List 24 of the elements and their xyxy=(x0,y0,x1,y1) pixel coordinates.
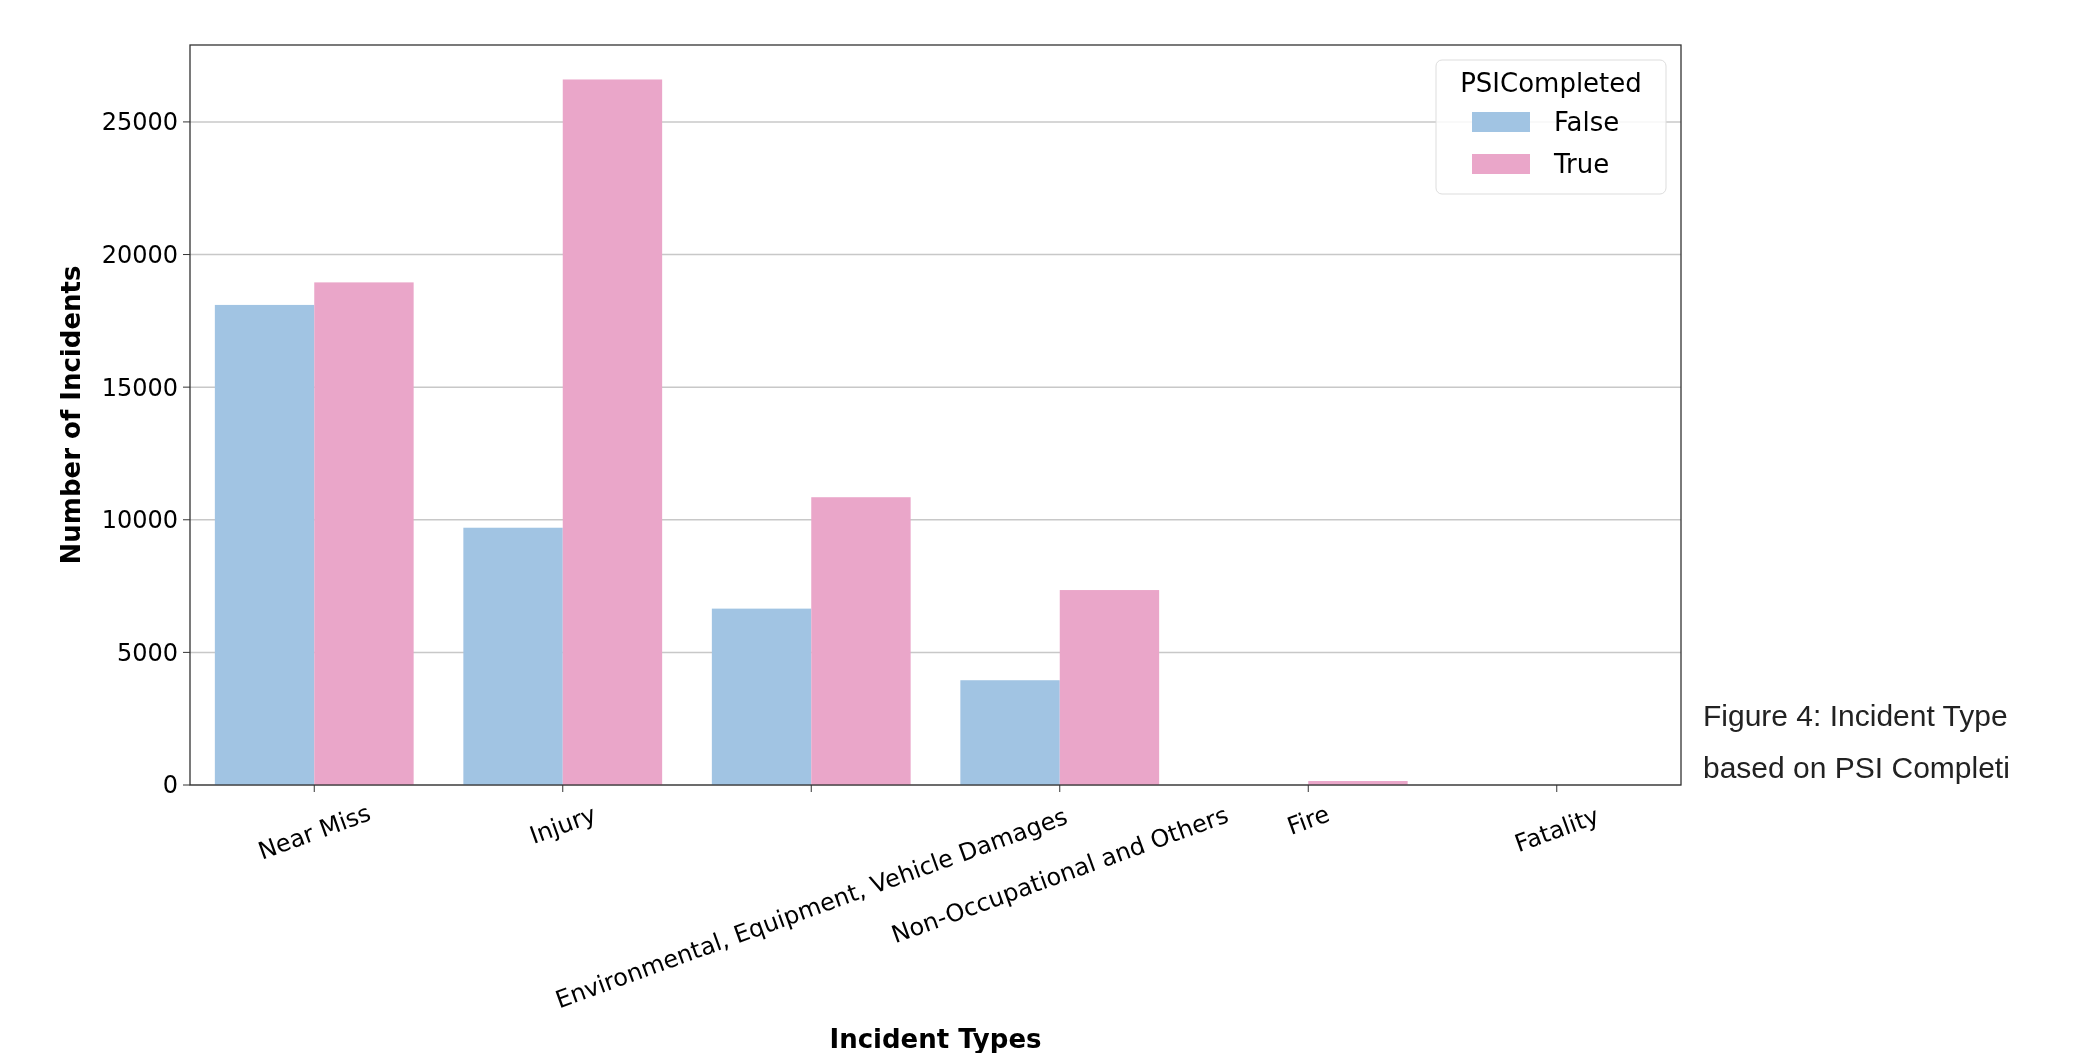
bar xyxy=(960,680,1060,785)
legend-label: False xyxy=(1554,107,1620,138)
y-tick-label: 10000 xyxy=(101,506,178,535)
x-tick-label: Fire xyxy=(1283,799,1334,841)
bar xyxy=(214,304,315,785)
bar xyxy=(562,79,663,785)
bar xyxy=(463,527,563,785)
y-tick-label: 20000 xyxy=(101,240,178,269)
y-tick-label: 25000 xyxy=(101,108,178,137)
y-tick-label: 0 xyxy=(162,771,178,800)
legend-title: PSICompleted xyxy=(1460,68,1642,98)
x-tick-label: Near Miss xyxy=(254,798,375,866)
legend-label: True xyxy=(1553,149,1610,180)
text: based on PSI Completi xyxy=(1703,751,2010,784)
x-tick-label: Injury xyxy=(526,800,600,850)
y-axis-title: Number of Incidents xyxy=(56,265,86,565)
y-tick-label: 15000 xyxy=(101,373,178,402)
x-axis-title: Incident Types xyxy=(829,1024,1042,1053)
bar xyxy=(811,497,911,785)
caption: Figure 4: Incident Type xyxy=(1703,699,2008,732)
bar xyxy=(711,608,812,785)
y-tick-label: 5000 xyxy=(116,638,178,667)
bar xyxy=(1059,590,1160,785)
bar xyxy=(314,282,414,785)
